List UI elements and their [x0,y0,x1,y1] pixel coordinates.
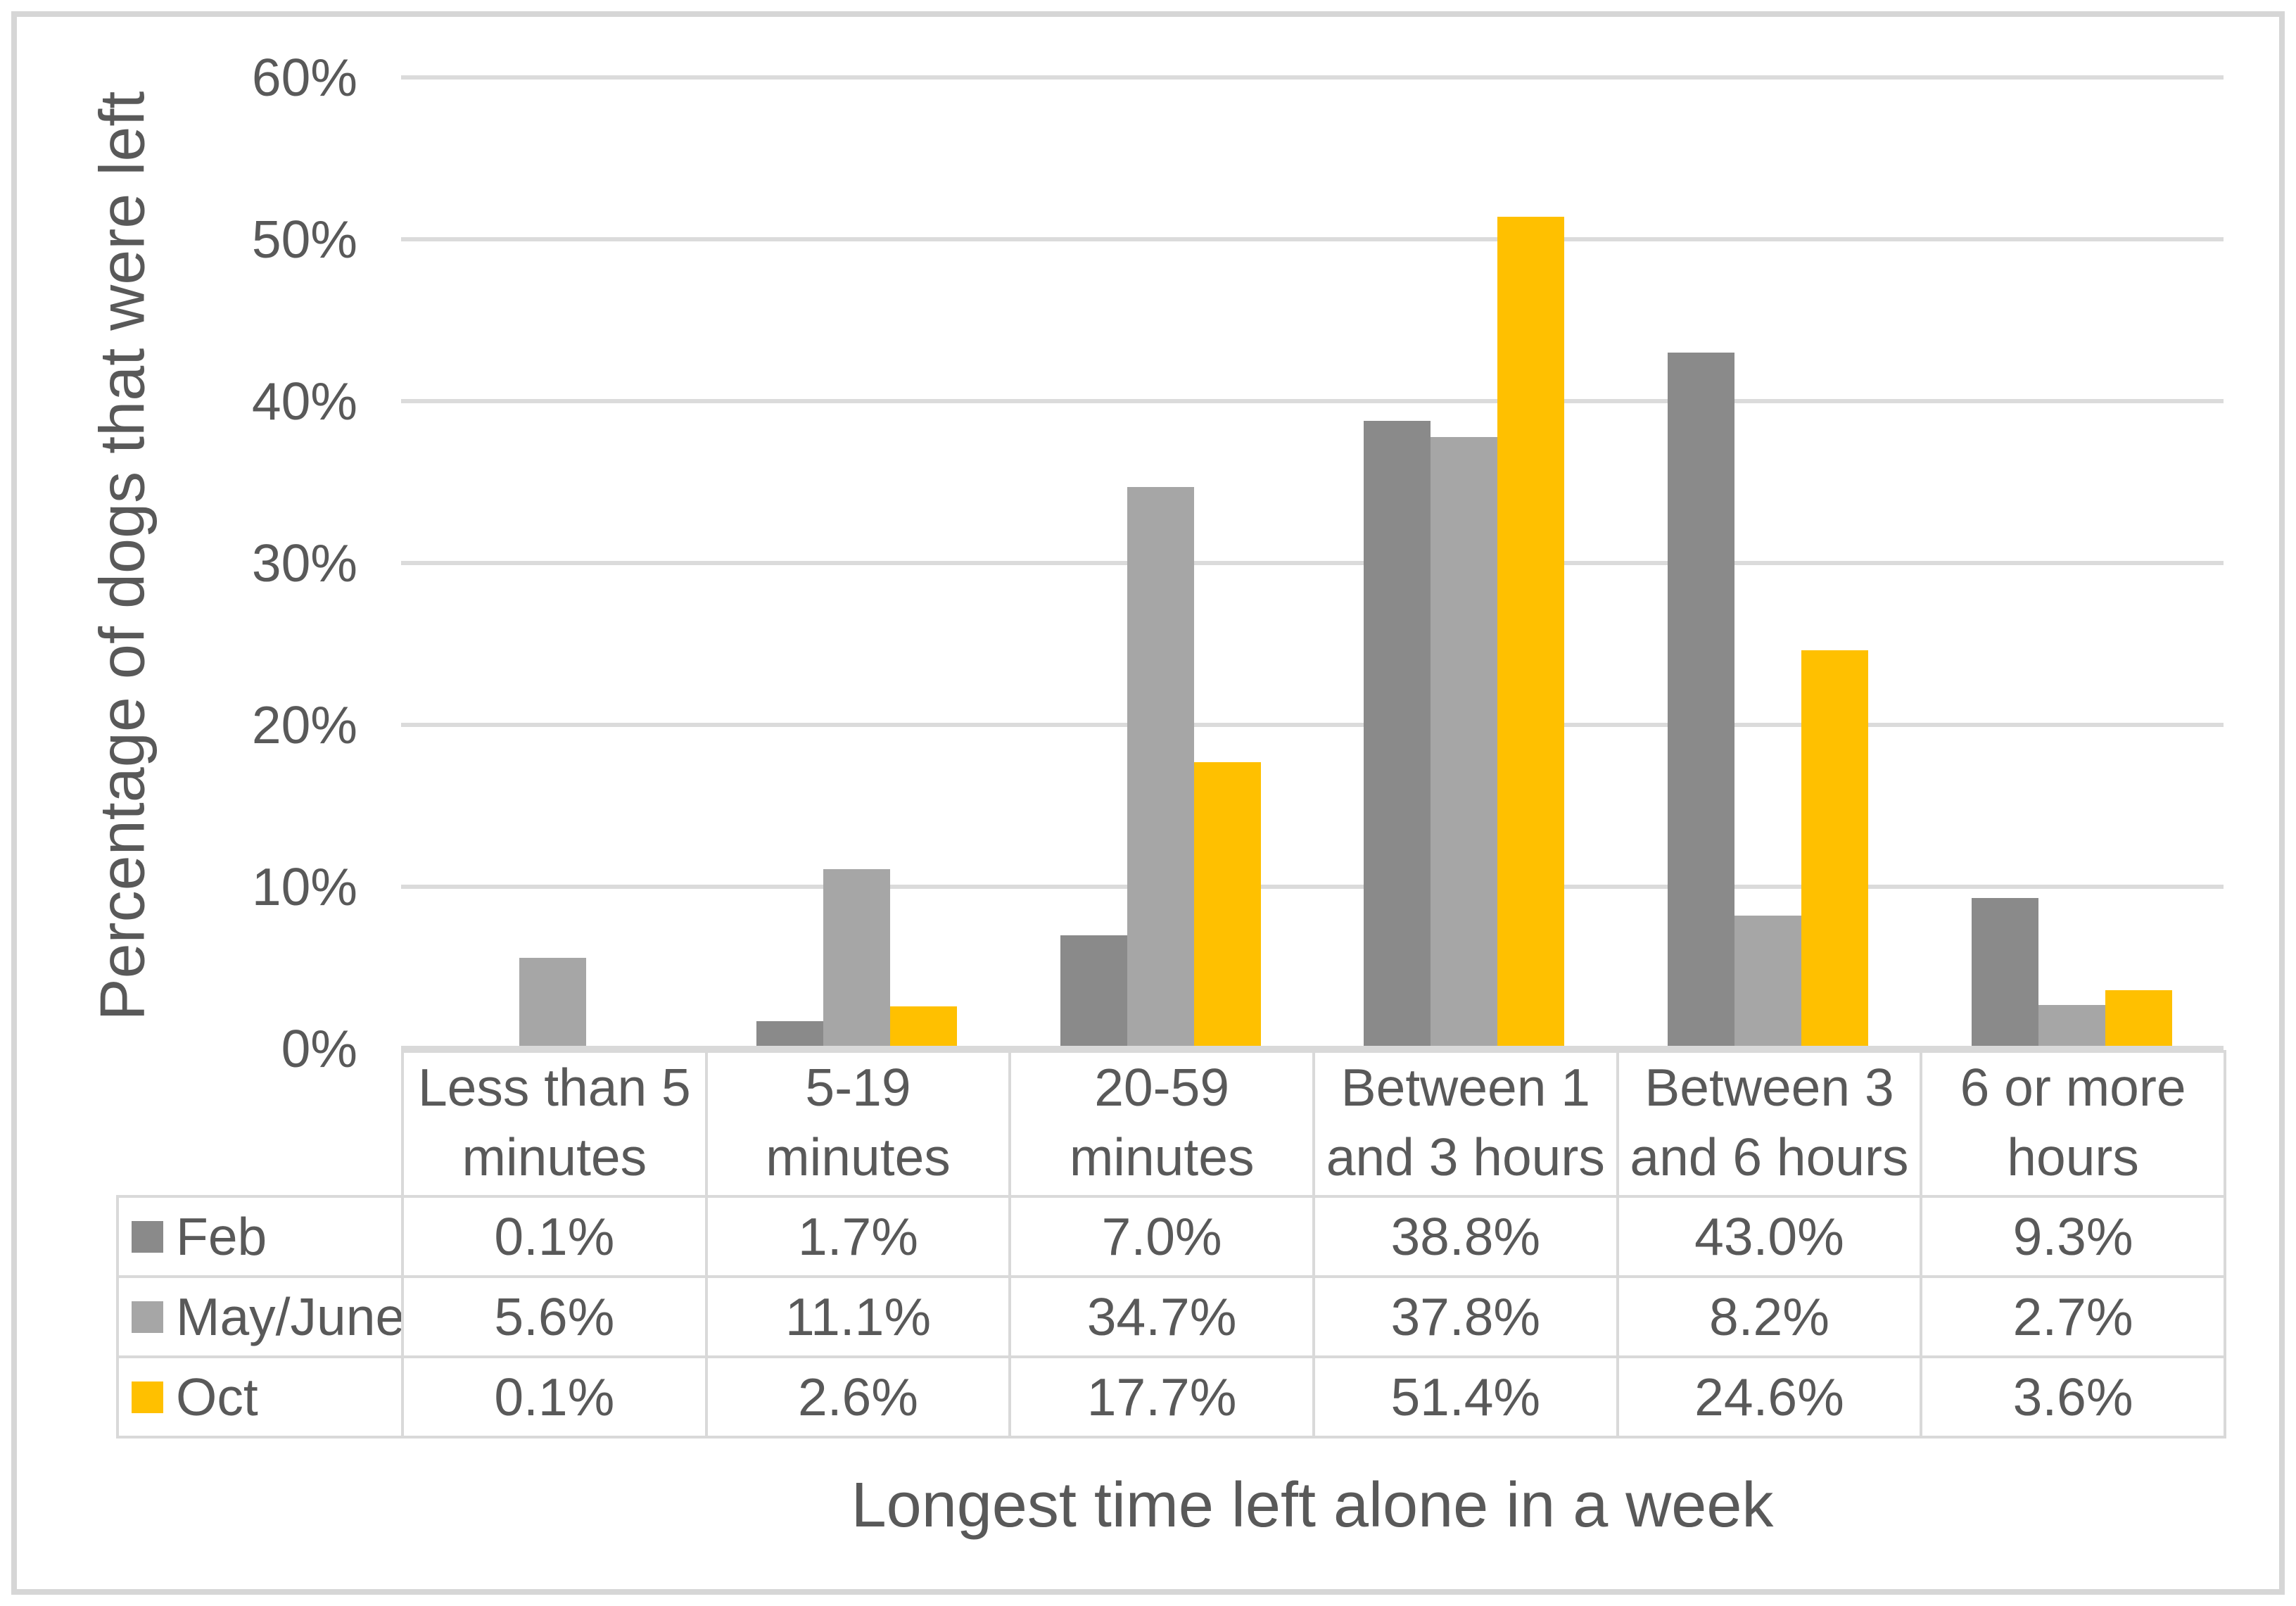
y-tick-label: 20% [251,695,357,754]
bar-may-june-c1 [823,869,890,1049]
y-gridline [401,561,2224,565]
bar-oct-c1 [890,1006,957,1049]
bar-may-june-c0 [519,958,586,1049]
y-tick-label: 60% [251,48,357,107]
value-cell: 2.6% [704,1355,1012,1439]
bar-oct-c3 [1497,217,1564,1049]
value-cell: 8.2% [1616,1275,1923,1358]
legend-label: Oct [176,1367,258,1427]
bar-oct-c2 [1194,762,1261,1049]
value-cell: 37.8% [1312,1275,1619,1358]
bar-feb-c5 [1972,898,2038,1049]
value-cell: 2.7% [1920,1275,2226,1358]
y-tick-label: 0% [281,1019,357,1078]
bar-feb-c3 [1364,421,1431,1049]
data-table: Less than 5 minutes 5-19 minutes 20-59 min… [116,1050,2226,1439]
category-header-cell: 20-59 minutes [1008,1050,1315,1198]
table-row-feb: Feb 0.1% 1.7% 7.0% 38.8% 43.0% 9.3% [116,1195,2226,1278]
y-gridline [401,75,2224,80]
category-header-cell: Between 1 and 3 hours [1312,1050,1619,1198]
y-tick-label: 10% [251,857,357,916]
value-cell: 51.4% [1312,1355,1619,1439]
category-header-cell: 5-19 minutes [704,1050,1012,1198]
value-cell: 0.1% [401,1195,708,1278]
y-gridline [401,885,2224,889]
bar-may-june-c3 [1431,437,1497,1049]
value-cell: 9.3% [1920,1195,2226,1278]
bar-may-june-c2 [1127,487,1194,1049]
bar-may-june-c5 [2038,1005,2105,1049]
x-axis-title: Longest time left alone in a week [851,1470,1774,1541]
value-cell: 17.7% [1008,1355,1315,1439]
corner-cell [118,1050,402,1196]
value-cell: 0.1% [401,1355,708,1439]
category-header-cell: 6 or more hours [1920,1050,2226,1198]
bar-feb-c4 [1668,353,1734,1049]
y-gridline [401,723,2224,727]
category-header-cell: Between 3 and 6 hours [1616,1050,1923,1198]
y-tick-label: 40% [251,372,357,431]
category-header-row: Less than 5 minutes 5-19 minutes 20-59 min… [118,1050,2226,1198]
value-cell: 11.1% [704,1275,1012,1358]
bar-feb-c1 [756,1021,823,1049]
value-cell: 38.8% [1312,1195,1619,1278]
y-gridline [401,399,2224,403]
table-row-may-june: May/June 5.6% 11.1% 34.7% 37.8% 8.2% 2.7% [116,1275,2226,1358]
bar-feb-c2 [1060,935,1127,1049]
value-cell: 24.6% [1616,1355,1923,1439]
legend-swatch-icon [132,1220,163,1253]
category-header-cell: Less than 5 minutes [401,1050,708,1198]
legend-cell: Feb [116,1195,404,1278]
legend-cell: Oct [116,1355,404,1439]
value-cell: 1.7% [704,1195,1012,1278]
legend-label: May/June [176,1287,402,1346]
bar-oct-c5 [2105,990,2172,1049]
table-row-oct: Oct 0.1% 2.6% 17.7% 51.4% 24.6% 3.6% [116,1355,2226,1439]
bar-may-june-c4 [1734,916,1801,1049]
bar-oct-c4 [1801,650,1868,1049]
legend-cell: May/June [116,1275,404,1358]
legend-label: Feb [176,1207,267,1266]
legend-swatch-icon [132,1301,163,1333]
y-tick-label: 30% [251,533,357,593]
value-cell: 43.0% [1616,1195,1923,1278]
figure-border [11,11,2285,1595]
value-cell: 3.6% [1920,1355,2226,1439]
value-cell: 7.0% [1008,1195,1315,1278]
y-gridline [401,237,2224,241]
y-tick-label: 50% [251,210,357,269]
value-cell: 5.6% [401,1275,708,1358]
value-cell: 34.7% [1008,1275,1315,1358]
legend-swatch-icon [132,1381,163,1413]
x-axis-line [401,1046,2224,1053]
